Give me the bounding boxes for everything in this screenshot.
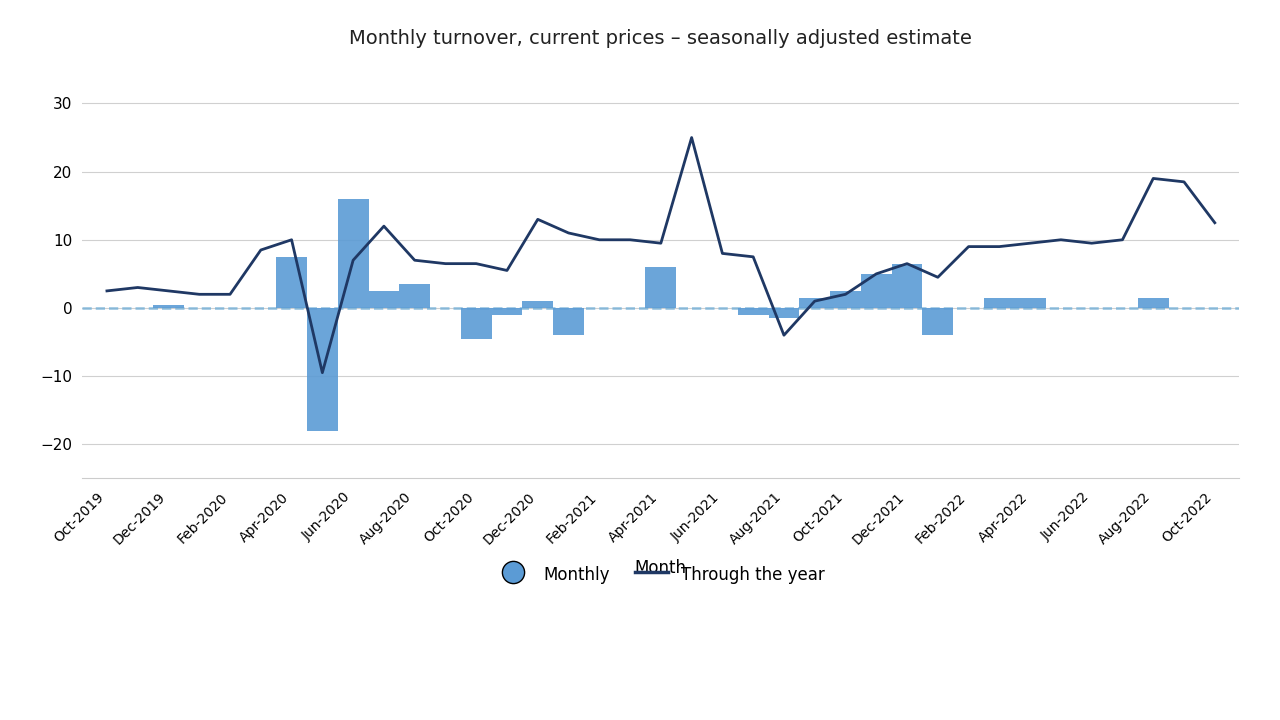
Bar (831, 291, 861, 308)
Title: Monthly turnover, current prices – seasonally adjusted estimate: Monthly turnover, current prices – seaso… (349, 30, 973, 48)
Bar (399, 284, 430, 308)
X-axis label: Month: Month (635, 559, 687, 577)
Bar (154, 305, 184, 308)
Legend: Monthly, Through the year: Monthly, Through the year (480, 547, 842, 601)
Bar (861, 274, 892, 308)
Bar (892, 264, 923, 308)
Bar (645, 267, 676, 308)
Bar (923, 308, 954, 336)
Bar (737, 308, 768, 315)
Bar (276, 257, 307, 308)
Bar (307, 308, 338, 431)
Bar (768, 308, 799, 318)
Bar (984, 297, 1015, 308)
Bar (1015, 297, 1046, 308)
Bar (461, 308, 492, 338)
Bar (369, 291, 399, 308)
Bar (338, 199, 369, 308)
Bar (553, 308, 584, 336)
Bar (799, 297, 831, 308)
Bar (1138, 297, 1169, 308)
Bar (492, 308, 522, 315)
Bar (522, 301, 553, 308)
